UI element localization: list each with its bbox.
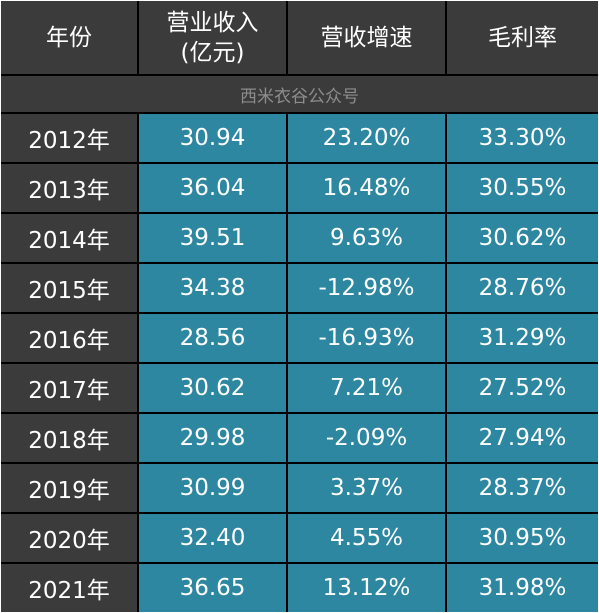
year-cell: 2016年 xyxy=(1,314,137,362)
growth-cell: 7.21% xyxy=(288,364,445,412)
growth-cell: 9.63% xyxy=(288,214,445,262)
year-cell: 2018年 xyxy=(1,414,137,462)
year-cell: 2012年 xyxy=(1,114,137,162)
revenue-cell: 36.04 xyxy=(139,164,286,212)
revenue-cell: 34.38 xyxy=(139,264,286,312)
margin-cell: 27.94% xyxy=(447,414,598,462)
revenue-cell: 36.65 xyxy=(139,564,286,612)
year-cell: 2014年 xyxy=(1,214,137,262)
growth-cell: -16.93% xyxy=(288,314,445,362)
margin-cell: 31.29% xyxy=(447,314,598,362)
year-cell: 2013年 xyxy=(1,164,137,212)
margin-cell: 28.37% xyxy=(447,464,598,512)
header-revenue-label: 营业收入 xyxy=(166,9,259,36)
header-margin: 毛利率 xyxy=(447,1,598,74)
margin-cell: 28.76% xyxy=(447,264,598,312)
margin-cell: 31.98% xyxy=(447,564,598,612)
growth-cell: 23.20% xyxy=(288,114,445,162)
header-growth: 营收增速 xyxy=(288,1,445,74)
header-revenue: 营业收入 (亿元) xyxy=(139,1,286,74)
year-cell: 2017年 xyxy=(1,364,137,412)
header-year: 年份 xyxy=(1,1,137,74)
year-cell: 2020年 xyxy=(1,514,137,562)
revenue-cell: 30.94 xyxy=(139,114,286,162)
header-revenue-unit: (亿元) xyxy=(180,39,245,66)
growth-cell: 4.55% xyxy=(288,514,445,562)
margin-cell: 30.55% xyxy=(447,164,598,212)
growth-cell: 16.48% xyxy=(288,164,445,212)
margin-cell: 27.52% xyxy=(447,364,598,412)
year-cell: 2019年 xyxy=(1,464,137,512)
growth-cell: -2.09% xyxy=(288,414,445,462)
revenue-cell: 30.99 xyxy=(139,464,286,512)
margin-cell: 33.30% xyxy=(447,114,598,162)
growth-cell: 3.37% xyxy=(288,464,445,512)
watermark-banner: 西米衣谷公众号 xyxy=(1,76,598,112)
revenue-cell: 29.98 xyxy=(139,414,286,462)
year-cell: 2015年 xyxy=(1,264,137,312)
margin-cell: 30.95% xyxy=(447,514,598,562)
year-cell: 2021年 xyxy=(1,564,137,612)
growth-cell: -12.98% xyxy=(288,264,445,312)
revenue-cell: 39.51 xyxy=(139,214,286,262)
margin-cell: 30.62% xyxy=(447,214,598,262)
revenue-cell: 30.62 xyxy=(139,364,286,412)
revenue-cell: 28.56 xyxy=(139,314,286,362)
revenue-cell: 32.40 xyxy=(139,514,286,562)
growth-cell: 13.12% xyxy=(288,564,445,612)
